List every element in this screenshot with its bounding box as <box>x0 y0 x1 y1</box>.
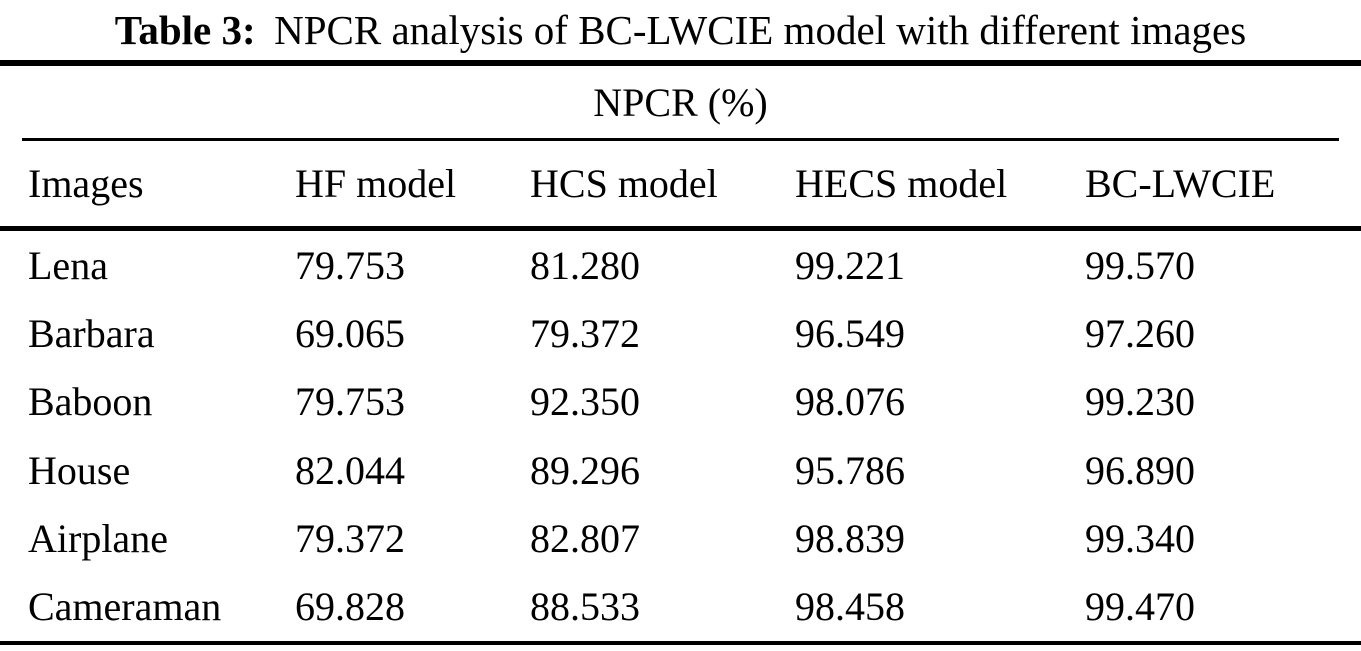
cell-bc-lwcie-value: 96.890 <box>1085 447 1195 493</box>
cell-hcs-value: 82.807 <box>530 515 640 561</box>
cell-bc-lwcie-value: 99.570 <box>1085 242 1195 288</box>
cell-image-name: Cameraman <box>28 584 222 630</box>
cell-hcs-value: 79.372 <box>530 310 640 356</box>
cell-image-name: House <box>28 447 131 493</box>
cell-hecs-value: 99.221 <box>795 242 905 288</box>
column-header-hecs-model: HECS model <box>795 161 1008 206</box>
cell-image-name: Airplane <box>28 515 168 561</box>
table-row: Lena 79.753 81.280 99.221 99.570 <box>0 231 1361 299</box>
group-header-rule <box>22 138 1339 141</box>
cell-hf-value: 69.065 <box>295 310 405 356</box>
column-header-bc-lwcie: BC-LWCIE <box>1085 161 1276 206</box>
cell-hecs-value: 98.458 <box>795 584 905 630</box>
cell-image-name: Lena <box>28 242 108 288</box>
cell-hecs-value: 98.076 <box>795 379 905 425</box>
cell-bc-lwcie-value: 97.260 <box>1085 310 1195 356</box>
cell-hcs-value: 81.280 <box>530 242 640 288</box>
table-row: Airplane 79.372 82.807 98.839 99.340 <box>0 504 1361 572</box>
table-caption: Table 3: NPCR analysis of BC-LWCIE model… <box>0 0 1361 60</box>
table-row: Barbara 69.065 79.372 96.549 97.260 <box>0 299 1361 367</box>
table-caption-text: NPCR analysis of BC-LWCIE model with dif… <box>274 7 1247 53</box>
cell-hf-value: 69.828 <box>295 584 405 630</box>
column-header-hcs-model: HCS model <box>530 161 718 206</box>
table-row: House 82.044 89.296 95.786 96.890 <box>0 436 1361 504</box>
cell-hf-value: 79.372 <box>295 515 405 561</box>
table-bottom-rule <box>0 641 1361 645</box>
cell-image-name: Baboon <box>28 379 153 425</box>
table-caption-label: Table 3: <box>114 7 256 53</box>
table-group-header: NPCR (%) <box>593 79 768 125</box>
cell-hcs-value: 92.350 <box>530 379 640 425</box>
table-header-row: Images HF model HCS model HECS model BC-… <box>0 141 1361 226</box>
table-row: Baboon 79.753 92.350 98.076 99.230 <box>0 368 1361 436</box>
cell-hecs-value: 95.786 <box>795 447 905 493</box>
table-top-rule <box>0 60 1361 66</box>
header-bottom-rule <box>0 226 1361 231</box>
cell-hf-value: 79.753 <box>295 379 405 425</box>
cell-hcs-value: 88.533 <box>530 584 640 630</box>
cell-hecs-value: 98.839 <box>795 515 905 561</box>
column-header-hf-model: HF model <box>295 161 457 206</box>
table-row: Cameraman 69.828 88.533 98.458 99.470 <box>0 573 1361 641</box>
column-header-images: Images <box>28 161 144 206</box>
cell-bc-lwcie-value: 99.230 <box>1085 379 1195 425</box>
table-body: Lena 79.753 81.280 99.221 99.570 Barbara… <box>0 231 1361 641</box>
cell-hcs-value: 89.296 <box>530 447 640 493</box>
cell-hecs-value: 96.549 <box>795 310 905 356</box>
cell-bc-lwcie-value: 99.340 <box>1085 515 1195 561</box>
cell-image-name: Barbara <box>28 310 155 356</box>
cell-hf-value: 79.753 <box>295 242 405 288</box>
cell-bc-lwcie-value: 99.470 <box>1085 584 1195 630</box>
cell-hf-value: 82.044 <box>295 447 405 493</box>
